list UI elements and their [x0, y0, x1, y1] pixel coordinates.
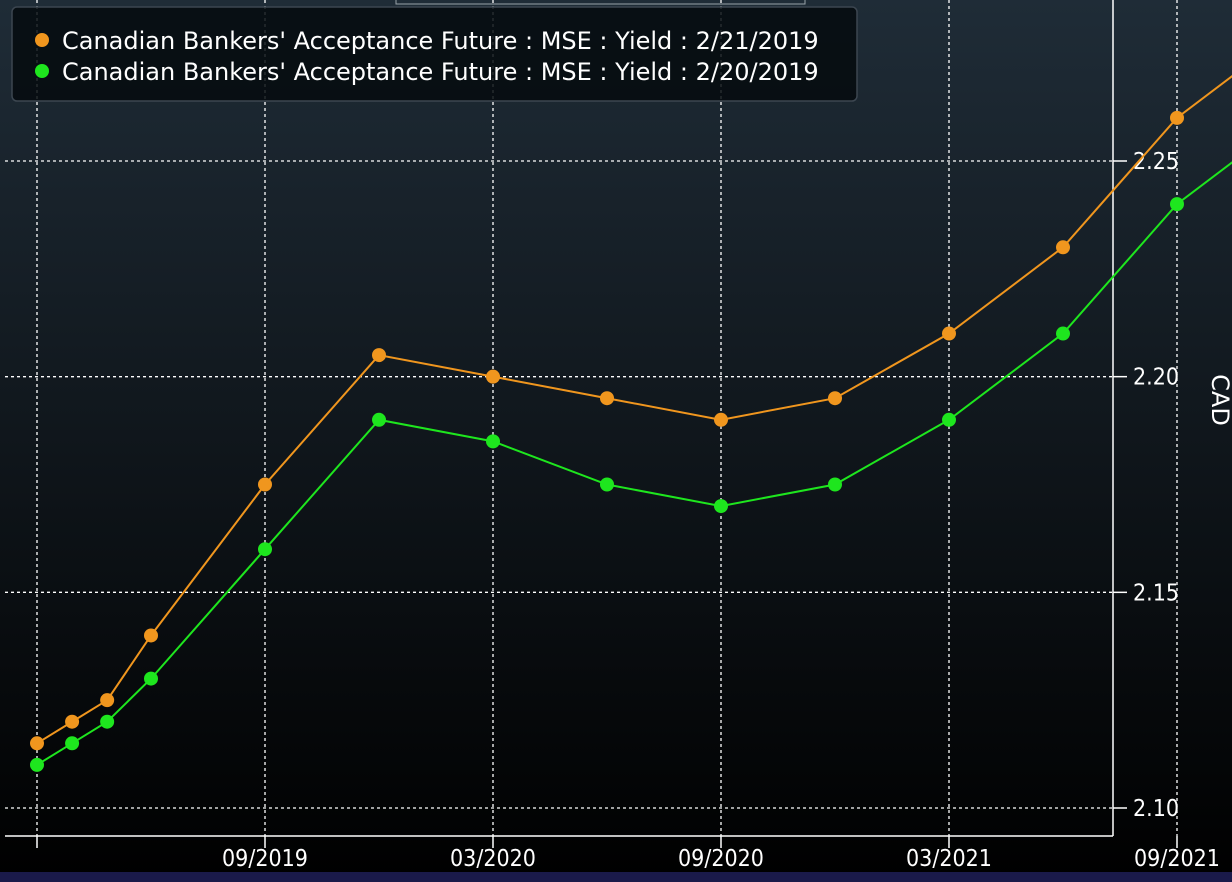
legend-label: Canadian Bankers' Acceptance Future : MS… [62, 58, 819, 86]
data-point [65, 714, 80, 729]
series-group [30, 161, 1232, 772]
data-point [144, 628, 158, 643]
data-point [942, 326, 956, 341]
data-point [600, 391, 614, 406]
y-tick-label: 2.20 [1133, 365, 1179, 391]
axes: 2.10 2.15 2.20 2.25 09/2019 03/2020 09/2020 03/… [5, 0, 1220, 872]
legend-marker [35, 33, 49, 47]
x-tick-label: 09/2019 [222, 846, 308, 872]
data-series [30, 74, 1232, 772]
y-tick-label: 2.10 [1133, 796, 1179, 822]
top-edge-frame [395, 0, 806, 5]
data-point [714, 499, 728, 514]
y-axis-title: CAD [1206, 374, 1232, 426]
bottom-strip [0, 872, 1232, 882]
data-point [258, 477, 272, 492]
legend: Canadian Bankers' Acceptance Future : MS… [11, 6, 858, 102]
data-point [1056, 326, 1070, 341]
data-point [30, 757, 44, 772]
data-point [486, 434, 500, 449]
data-point [372, 348, 386, 363]
y-tick-label: 2.25 [1133, 149, 1179, 175]
data-point [486, 369, 500, 384]
series-group [30, 74, 1232, 751]
x-tick-label: 03/2020 [450, 846, 536, 872]
x-tick-label: 03/2021 [906, 846, 992, 872]
data-point [30, 736, 44, 751]
legend-marker [35, 64, 49, 78]
x-tick-label: 09/2020 [678, 846, 764, 872]
data-point [942, 412, 956, 427]
data-point [600, 477, 614, 492]
data-point [65, 736, 80, 751]
data-point [1170, 197, 1184, 212]
data-point [144, 671, 158, 686]
data-point [828, 477, 842, 492]
y-tick-label: 2.15 [1133, 580, 1179, 606]
legend-box [11, 6, 858, 102]
legend-label: Canadian Bankers' Acceptance Future : MS… [62, 27, 819, 55]
data-point [100, 693, 115, 708]
data-point [1170, 110, 1184, 125]
data-point [828, 391, 842, 406]
data-point [1056, 240, 1070, 255]
data-point [100, 714, 115, 729]
x-tick-label: 09/2021 [1134, 846, 1220, 872]
data-point [258, 542, 272, 557]
grid-lines [5, 0, 1178, 836]
series-line [36, 74, 1232, 745]
series-line [36, 161, 1232, 766]
data-point [372, 412, 386, 427]
data-point [714, 412, 728, 427]
